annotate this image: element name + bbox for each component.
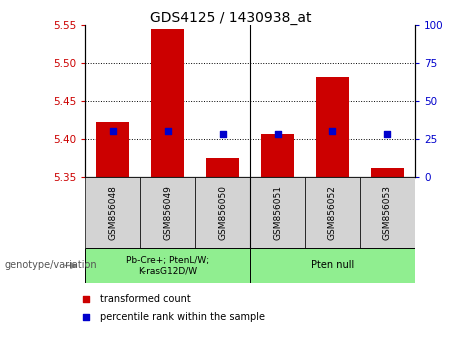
Text: GSM856049: GSM856049 [163, 185, 172, 240]
Point [329, 129, 336, 134]
Text: Pb-Cre+; PtenL/W;
K-rasG12D/W: Pb-Cre+; PtenL/W; K-rasG12D/W [126, 256, 209, 275]
Bar [140, 177, 195, 248]
Bar [250, 177, 305, 248]
Bar [261, 135, 294, 177]
Bar [360, 177, 415, 248]
Point [83, 296, 90, 302]
Bar [250, 248, 415, 283]
Text: GSM856051: GSM856051 [273, 185, 282, 240]
Text: GSM856048: GSM856048 [108, 185, 117, 240]
Text: GSM856050: GSM856050 [218, 185, 227, 240]
Bar [96, 122, 129, 177]
Text: GSM856052: GSM856052 [328, 185, 337, 240]
Point [83, 314, 90, 320]
Point [384, 132, 391, 137]
Bar [305, 177, 360, 248]
Bar [85, 248, 250, 283]
Text: transformed count: transformed count [100, 293, 190, 304]
Text: Pten null: Pten null [311, 261, 354, 270]
Text: GDS4125 / 1430938_at: GDS4125 / 1430938_at [150, 11, 311, 25]
Bar [85, 177, 140, 248]
Bar [206, 158, 239, 177]
Point [219, 132, 226, 137]
Bar [371, 168, 404, 177]
Point [164, 129, 171, 134]
Bar [316, 76, 349, 177]
Text: genotype/variation: genotype/variation [5, 261, 97, 270]
Point [109, 129, 117, 134]
Text: GSM856053: GSM856053 [383, 185, 392, 240]
Point [274, 132, 281, 137]
Bar [195, 177, 250, 248]
Text: percentile rank within the sample: percentile rank within the sample [100, 312, 265, 322]
Bar [151, 29, 184, 177]
